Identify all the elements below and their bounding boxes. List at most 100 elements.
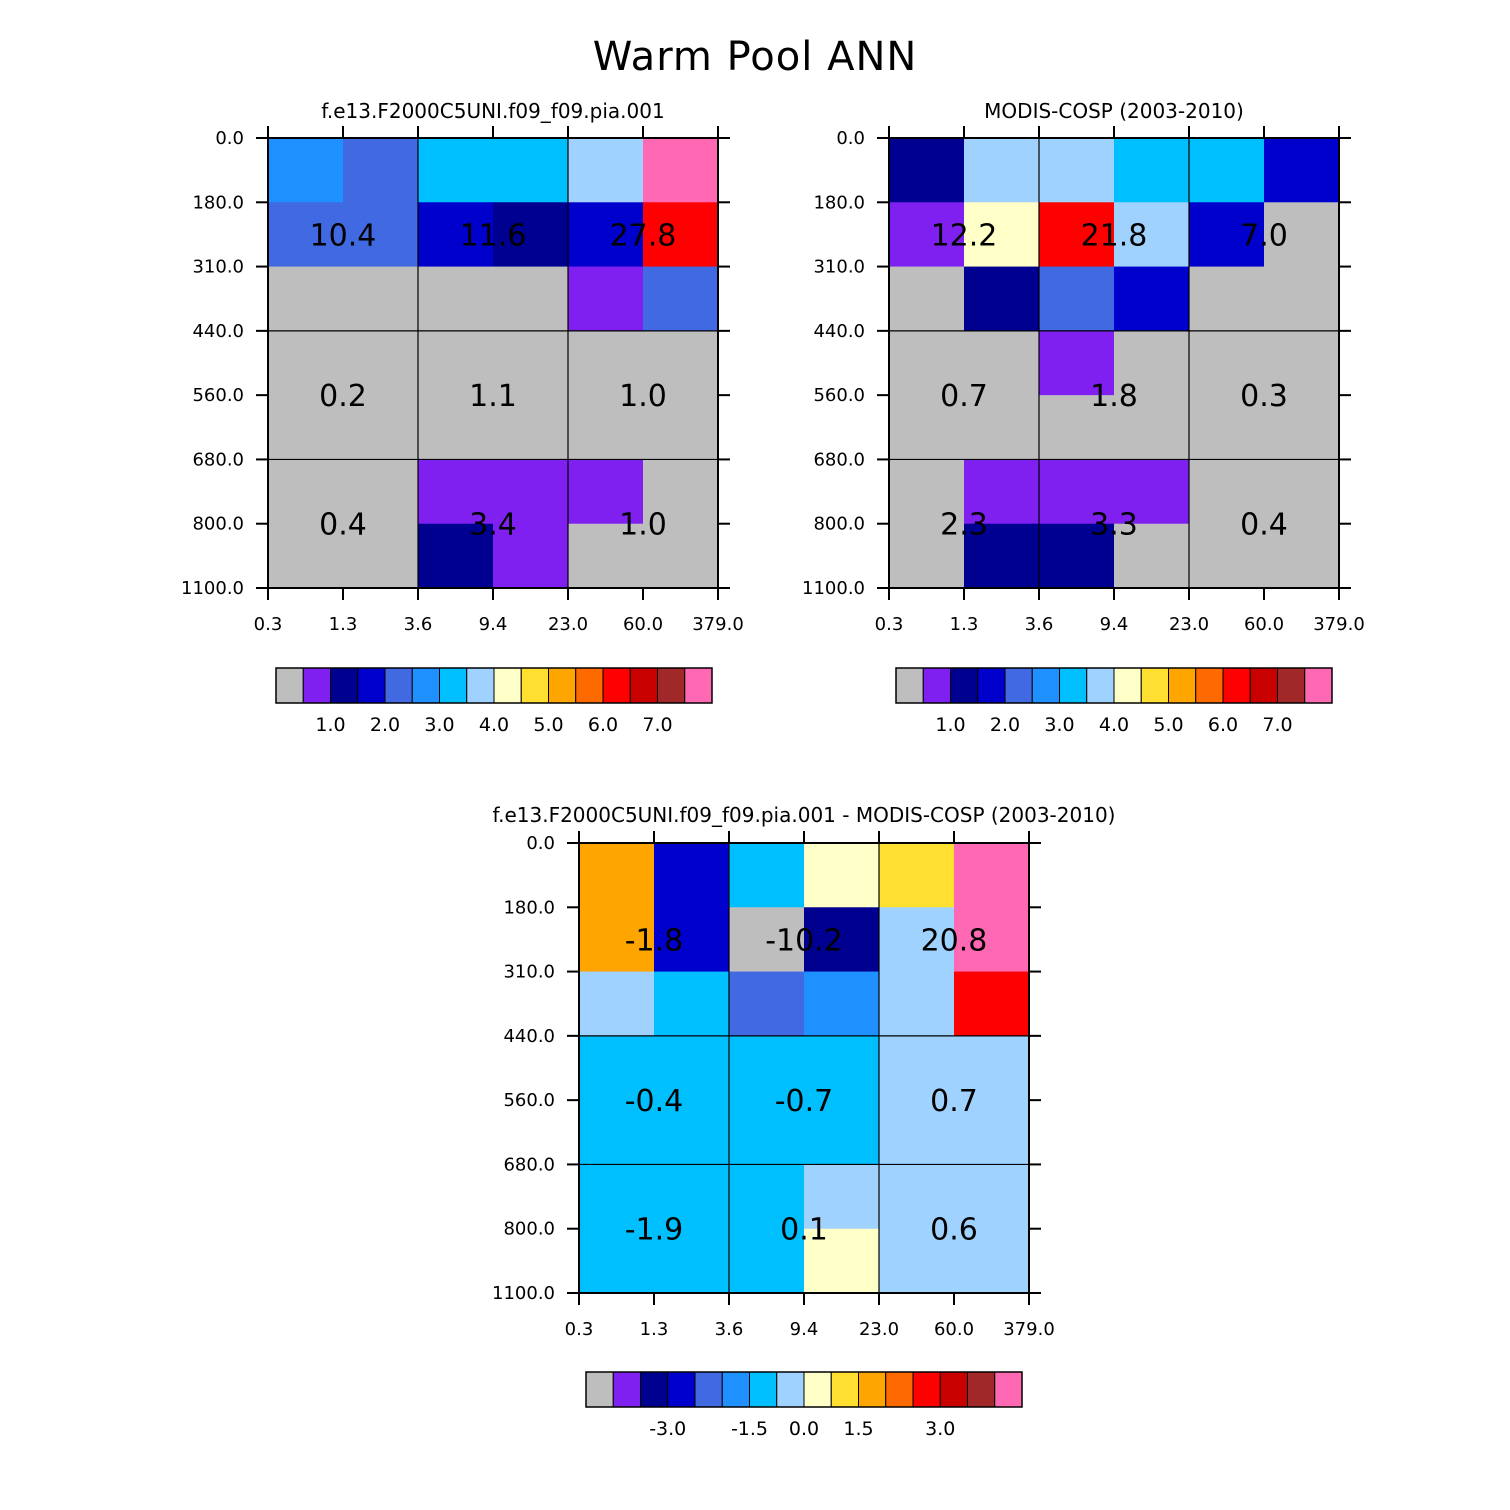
heatmap-cell: [804, 907, 880, 973]
y-tick-label: 0.0: [215, 128, 244, 149]
heatmap-cell: [889, 202, 965, 268]
heatmap-cell: [954, 971, 1030, 1037]
colorbar-label: 4.0: [1099, 714, 1129, 736]
heatmap-cell: [1264, 266, 1340, 332]
heatmap-cell: [579, 1035, 655, 1101]
group-value-label: 0.4: [319, 508, 367, 543]
group-value-label: 3.4: [469, 508, 517, 543]
colorbar-label: 2.0: [370, 714, 400, 736]
colorbar-swatch: [1304, 667, 1333, 704]
heatmap-cell: [954, 1164, 1030, 1230]
heatmap-cell: [954, 907, 1030, 973]
group-value-label: 0.2: [319, 379, 367, 414]
x-tick-label: 1.3: [329, 614, 358, 635]
x-tick-label: 60.0: [934, 1319, 974, 1340]
y-tick-label: 560.0: [503, 1090, 555, 1111]
heatmap-cell: [729, 971, 805, 1037]
colorbar-swatch: [1168, 667, 1197, 704]
colorbar-label: -1.5: [731, 1418, 768, 1440]
group-value-label: 20.8: [921, 923, 988, 958]
x-tick-label: 60.0: [623, 614, 663, 635]
colorbar-swatch: [885, 1371, 914, 1408]
heatmap-cell: [1264, 330, 1340, 396]
heatmap-cell: [343, 459, 419, 525]
colorbar-swatch: [302, 667, 331, 704]
heatmap-cell: [1264, 459, 1340, 525]
y-tick-label: 680.0: [192, 449, 244, 470]
colorbar-swatch: [776, 1371, 805, 1408]
heatmap-cell: [729, 843, 805, 908]
y-tick-label: 440.0: [192, 321, 244, 342]
y-tick-label: 0.0: [836, 128, 865, 149]
y-tick-label: 560.0: [813, 385, 865, 406]
group-value-label: 7.0: [1240, 218, 1288, 253]
heatmap-cell: [954, 1228, 1030, 1294]
heatmap-cell: [493, 330, 569, 396]
heatmap-cell: [1189, 395, 1265, 460]
colorbar-swatch: [912, 1371, 941, 1408]
heatmap-cell: [1114, 138, 1190, 203]
colorbar-swatch: [803, 1371, 832, 1408]
colorbar-swatch: [1031, 667, 1060, 704]
heatmap-cell: [654, 1164, 730, 1230]
heatmap-cell: [954, 1035, 1030, 1101]
colorbar-label: 2.0: [990, 714, 1020, 736]
heatmap-cell: [493, 395, 569, 460]
heatmap-cell: [1264, 395, 1340, 460]
group-value-label: -1.9: [625, 1213, 684, 1248]
heatmap-cell: [654, 907, 730, 973]
colorbar-label: 1.5: [843, 1418, 873, 1440]
heatmap-cell: [889, 330, 965, 396]
colorbar-swatch: [967, 1371, 996, 1408]
group-value-label: 3.3: [1090, 508, 1138, 543]
x-tick-label: 379.0: [1313, 614, 1365, 635]
colorbar-label: 3.0: [424, 714, 454, 736]
heatmap-cell: [1114, 395, 1190, 460]
heatmap-cell: [654, 843, 730, 908]
panel-title: MODIS-COSP (2003-2010): [984, 99, 1244, 123]
heatmap-cell: [879, 1228, 955, 1294]
heatmap-cell: [879, 1164, 955, 1230]
x-tick-label: 60.0: [1244, 614, 1284, 635]
colorbar-swatch: [830, 1371, 859, 1408]
heatmap-cell: [1039, 330, 1115, 396]
y-tick-label: 1100.0: [802, 578, 865, 599]
heatmap-cell: [1189, 459, 1265, 525]
colorbar-swatch: [939, 1371, 968, 1408]
colorbar-swatch: [1249, 667, 1278, 704]
colorbar-label: 7.0: [642, 714, 672, 736]
heatmap-cell: [568, 266, 644, 332]
heatmap-cell: [268, 523, 344, 589]
y-tick-label: 560.0: [192, 385, 244, 406]
colorbar-swatch: [466, 667, 495, 704]
colorbar-swatch: [1113, 667, 1142, 704]
colorbar-swatch: [548, 667, 577, 704]
heatmap-cell: [418, 395, 494, 460]
x-tick-label: 1.3: [640, 1319, 669, 1340]
heatmap-cell: [579, 843, 655, 908]
group-value-label: 1.8: [1090, 379, 1138, 414]
colorbar-label: 3.0: [925, 1418, 955, 1440]
heatmap-cell: [879, 1035, 955, 1101]
heatmap-cell: [343, 330, 419, 396]
figure-title: Warm Pool ANN: [593, 34, 918, 80]
heatmap-cell: [568, 202, 644, 268]
heatmap-cell: [954, 1100, 1030, 1165]
x-tick-label: 23.0: [548, 614, 588, 635]
colorbar-swatch: [1004, 667, 1033, 704]
group-value-label: 2.3: [940, 508, 988, 543]
colorbar-swatch: [922, 667, 951, 704]
y-tick-label: 800.0: [192, 514, 244, 535]
heatmap-cell: [568, 395, 644, 460]
heatmap-cell: [1264, 523, 1340, 589]
x-tick-label: 0.3: [875, 614, 904, 635]
heatmap-cell: [643, 330, 719, 396]
heatmap-cell: [964, 202, 1040, 268]
heatmap-cell: [1039, 523, 1115, 589]
group-value-label: 0.6: [930, 1213, 978, 1248]
heatmap-cell: [1189, 523, 1265, 589]
colorbar-swatch: [384, 667, 413, 704]
heatmap-cell: [964, 459, 1040, 525]
heatmap-cell: [579, 1164, 655, 1230]
y-tick-label: 180.0: [813, 192, 865, 213]
